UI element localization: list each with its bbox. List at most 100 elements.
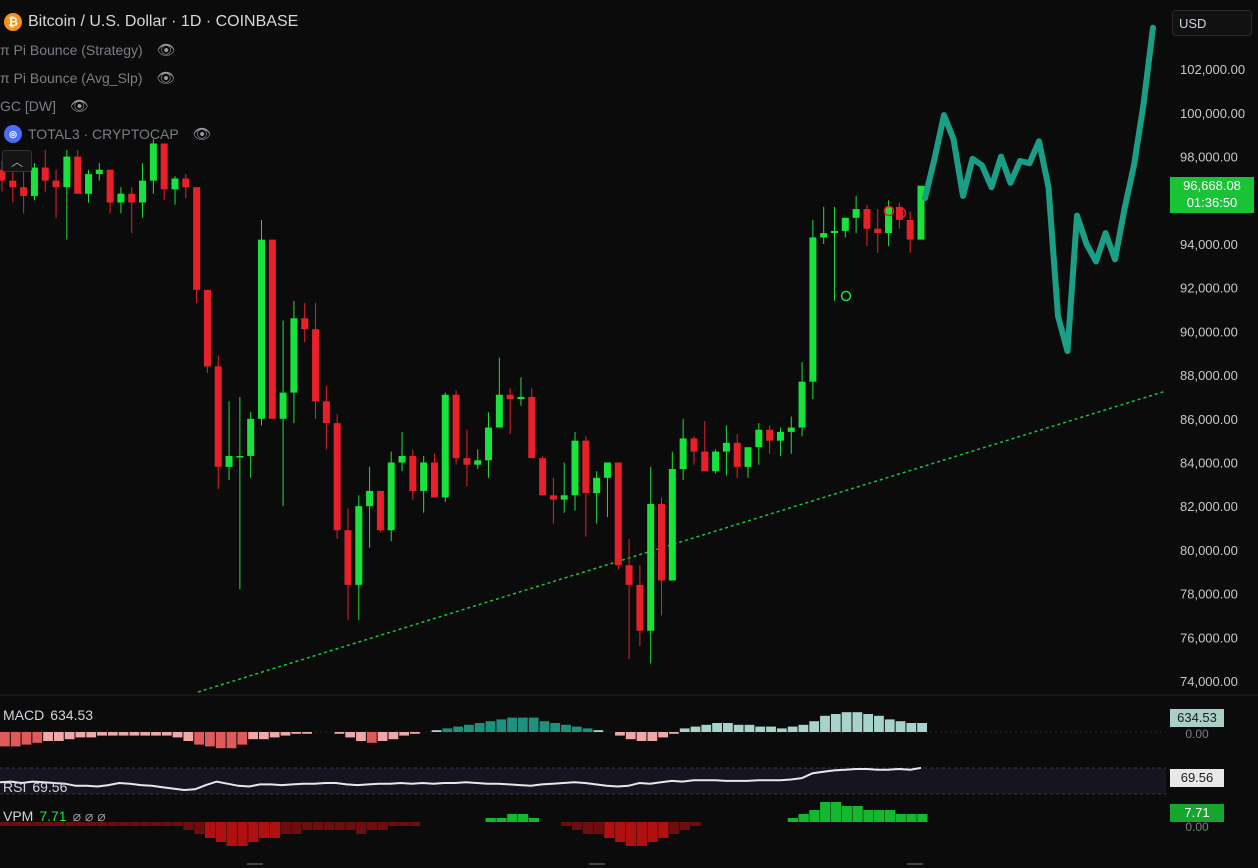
candle-body <box>571 440 579 496</box>
candle-body <box>160 143 168 190</box>
indicator-row-pi-avg-slp[interactable]: π Pi Bounce (Avg_Slp) 👁 <box>0 64 298 92</box>
candle-body <box>636 584 644 631</box>
eye-icon[interactable]: 👁 <box>192 126 212 143</box>
candle-body <box>917 185 925 240</box>
macd-histogram-bar <box>64 732 75 740</box>
candle-body <box>117 193 125 203</box>
candle-body <box>430 462 438 498</box>
eye-icon[interactable]: 👁 <box>70 98 90 115</box>
chevron-up-icon: ︿ <box>10 154 23 169</box>
macd-histogram-bar <box>237 732 248 745</box>
vpm-histogram-bar <box>32 822 43 826</box>
candle-body <box>247 418 255 456</box>
candle-body <box>874 228 882 234</box>
candle-body <box>182 178 190 188</box>
candle-body <box>539 458 547 496</box>
vpm-histogram-bar <box>86 822 97 826</box>
y-tick-label: 94,000.00 <box>1180 237 1238 252</box>
vpm-histogram-bar <box>593 822 604 834</box>
macd-histogram-bar <box>151 732 161 736</box>
y-tick-label: 82,000.00 <box>1180 499 1238 514</box>
macd-histogram-bar <box>107 732 118 736</box>
macd-histogram-bar <box>205 732 215 747</box>
rsi-label[interactable]: RSI 69.56 <box>3 779 68 795</box>
macd-histogram-bar <box>474 723 485 732</box>
macd-histogram-bar <box>528 717 539 732</box>
rsi-value-tag: 69.56 <box>1170 769 1224 787</box>
vpm-histogram-bar <box>97 822 108 826</box>
candle-body <box>128 193 136 203</box>
indicator-label: π Pi Bounce (Strategy) <box>0 42 143 58</box>
candle-body <box>549 495 557 500</box>
macd-histogram-bar <box>194 732 205 745</box>
macd-label[interactable]: MACD 634.53 <box>3 707 94 723</box>
candle-body <box>647 504 655 631</box>
macd-histogram-bar <box>787 726 798 732</box>
macd-histogram-bar <box>118 732 129 736</box>
macd-histogram-bar <box>86 732 97 738</box>
eye-icon[interactable]: 👁 <box>156 70 176 87</box>
vpm-histogram-bar <box>0 822 11 826</box>
indicator-row-total3[interactable]: ◎ TOTAL3 · CRYPTOCAP 👁 <box>0 120 298 148</box>
macd-histogram-bar <box>852 712 863 732</box>
collapse-legend-button[interactable]: ︿ <box>2 150 32 172</box>
vpm-histogram-bar <box>21 822 32 826</box>
macd-histogram-bar <box>248 732 258 740</box>
vpm-histogram-bar <box>517 814 529 822</box>
macd-histogram-bar <box>140 732 151 736</box>
vpm-histogram-bar <box>658 822 669 838</box>
bitcoin-icon: ₿ <box>4 13 22 31</box>
vpm-histogram-bar <box>215 822 227 842</box>
macd-histogram-bar <box>658 732 669 738</box>
macd-histogram-bar <box>712 723 722 732</box>
candle-body <box>744 447 752 467</box>
macd-histogram-bar <box>172 732 183 738</box>
vpm-histogram-bar <box>43 822 54 826</box>
macd-histogram-bar <box>766 726 776 732</box>
y-tick-label: 100,000.00 <box>1180 106 1245 121</box>
vpm-histogram-bar <box>377 822 388 830</box>
macd-histogram-bar <box>863 714 874 732</box>
macd-histogram-bar <box>517 717 528 732</box>
vpm-histogram-bar <box>226 822 237 846</box>
macd-histogram-bar <box>895 721 906 732</box>
y-tick-label: 76,000.00 <box>1180 630 1238 645</box>
macd-histogram-bar <box>377 732 388 741</box>
candle-body <box>322 401 330 424</box>
candle-body <box>301 318 309 330</box>
macd-value-tag: 634.53 <box>1170 709 1224 727</box>
candle-body <box>193 187 201 290</box>
vpm-label[interactable]: VPM 7.71 ⌀ ⌀ ⌀ <box>3 808 106 824</box>
candle-body <box>582 440 590 494</box>
candle-body <box>517 396 525 400</box>
currency-selector[interactable]: USD <box>1172 10 1252 36</box>
macd-histogram-bar <box>291 732 302 734</box>
indicator-row-pi-strategy[interactable]: π Pi Bounce (Strategy) 👁 <box>0 36 298 64</box>
y-tick-label: 80,000.00 <box>1180 543 1238 558</box>
candle-body <box>895 206 903 220</box>
macd-histogram-bar <box>798 724 809 732</box>
macd-histogram-bar <box>884 719 895 732</box>
macd-histogram-bar <box>830 714 841 732</box>
vpm-histogram-bar <box>507 814 518 822</box>
macd-histogram-bar <box>571 726 582 732</box>
rsi-value: 69.56 <box>32 779 68 795</box>
macd-histogram-bar <box>21 732 32 745</box>
macd-histogram-bar <box>679 728 690 732</box>
y-tick-label: 78,000.00 <box>1180 587 1238 602</box>
vpm-histogram-bar <box>194 822 205 834</box>
symbol-title-row[interactable]: ₿ Bitcoin / U.S. Dollar · 1D · COINBASE <box>0 8 298 36</box>
eye-icon[interactable]: 👁 <box>156 42 176 59</box>
macd-histogram-bar <box>744 724 755 732</box>
vpm-histogram-bar <box>10 822 22 826</box>
candle-body <box>236 455 244 458</box>
vpm-histogram-bar <box>366 822 378 830</box>
vpm-histogram-bar <box>345 822 356 830</box>
macd-histogram-bar <box>345 732 356 738</box>
indicator-row-gc-dw[interactable]: GC [DW] 👁 <box>0 92 298 120</box>
macd-histogram-bar <box>366 732 377 743</box>
vpm-histogram-bar <box>874 810 885 822</box>
macd-value: 634.53 <box>50 707 94 723</box>
candle-body <box>376 490 384 531</box>
